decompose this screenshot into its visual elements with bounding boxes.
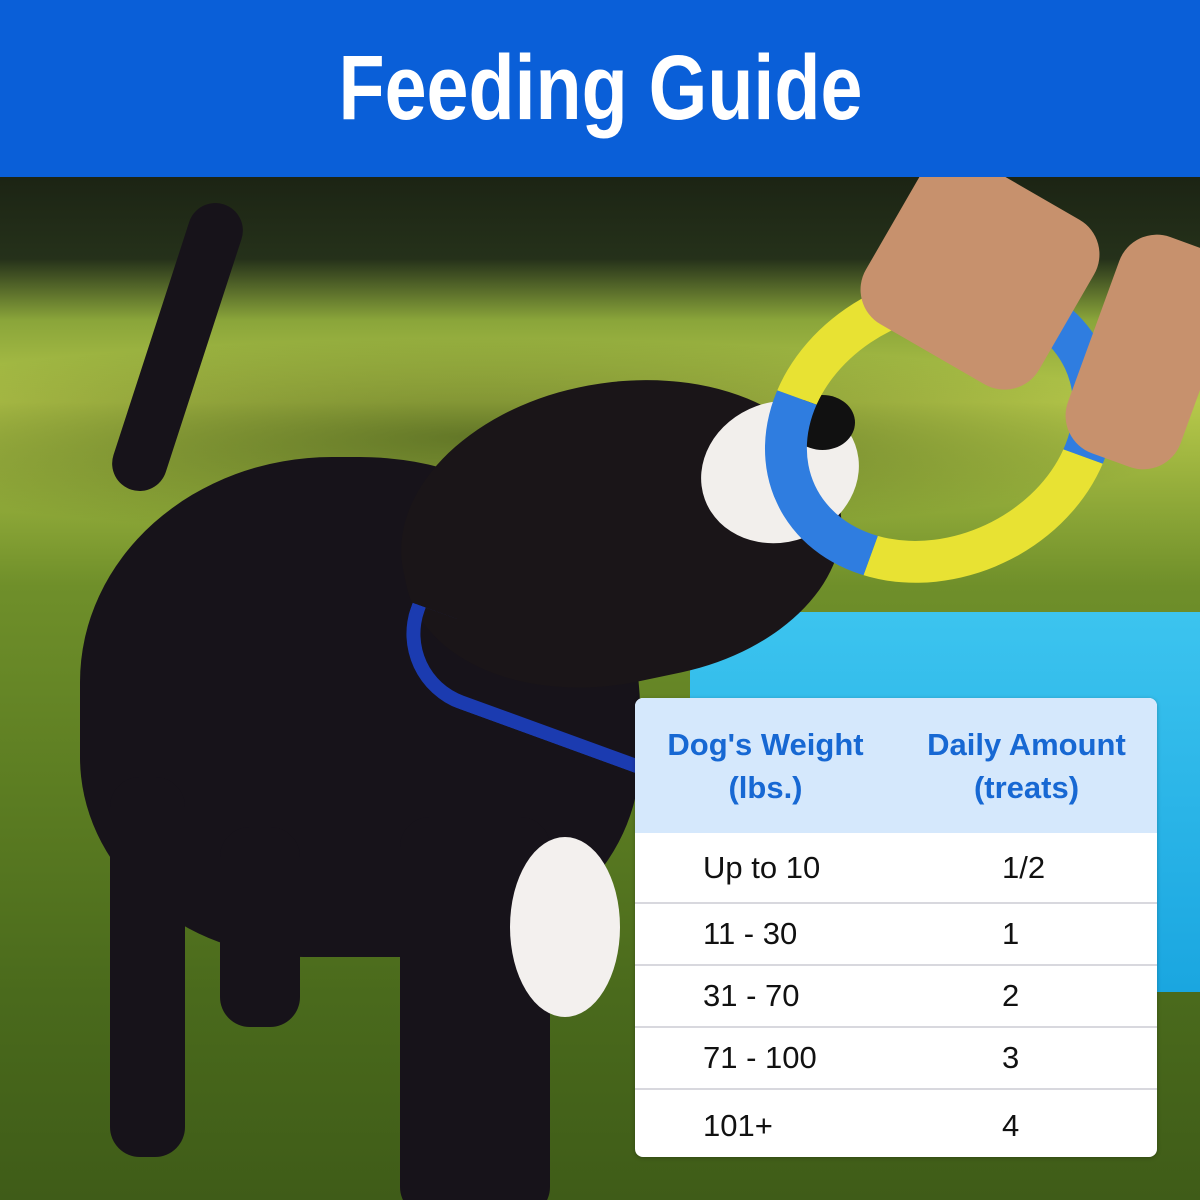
header-amount: Daily Amount (treats) xyxy=(896,698,1157,833)
table-row: 71 - 100 3 xyxy=(635,1026,1157,1088)
table-row: 101+ 4 xyxy=(635,1088,1157,1157)
table-header: Dog's Weight (lbs.) Daily Amount (treats… xyxy=(635,698,1157,833)
dog-leg xyxy=(220,827,300,1027)
weight-cell: Up to 10 xyxy=(703,849,821,885)
dog-nose xyxy=(790,395,855,450)
amount-cell: 1 xyxy=(1002,916,1020,951)
dog-photo xyxy=(0,177,1200,1200)
weight-cell: 31 - 70 xyxy=(703,978,800,1013)
header-amount-label: Daily Amount (treats) xyxy=(927,726,1126,805)
dog-chest xyxy=(510,837,620,1017)
title-banner: Feeding Guide xyxy=(0,0,1200,177)
header-weight: Dog's Weight (lbs.) xyxy=(635,698,896,833)
table-row: 31 - 70 2 xyxy=(635,964,1157,1026)
amount-cell: 3 xyxy=(1002,1040,1020,1075)
amount-cell: 2 xyxy=(1002,978,1020,1013)
weight-cell: 11 - 30 xyxy=(703,916,798,951)
dog-leg xyxy=(110,777,185,1157)
table-row: 11 - 30 1 xyxy=(635,902,1157,964)
amount-cell: 1/2 xyxy=(1002,849,1046,885)
weight-cell: 101+ xyxy=(703,1108,773,1143)
feeding-table: Dog's Weight (lbs.) Daily Amount (treats… xyxy=(635,698,1157,1157)
weight-cell: 71 - 100 xyxy=(703,1040,817,1075)
amount-cell: 4 xyxy=(1002,1108,1020,1143)
table-row: Up to 10 1/2 xyxy=(635,833,1157,902)
header-weight-label: Dog's Weight (lbs.) xyxy=(667,726,864,805)
page-title: Feeding Guide xyxy=(338,37,862,139)
